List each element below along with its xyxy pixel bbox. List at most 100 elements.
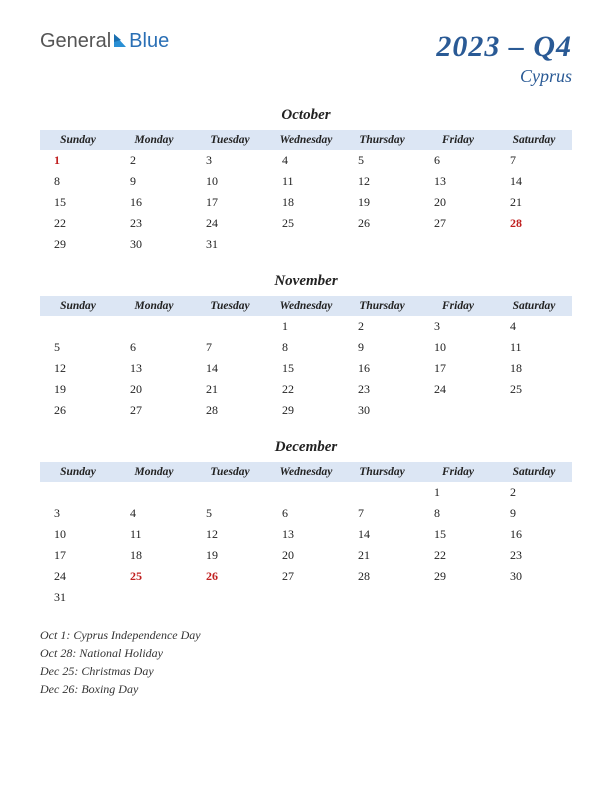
calendar-cell: 21 [496, 192, 572, 213]
calendar-cell: 7 [496, 150, 572, 171]
title-block: 2023 – Q4 Cyprus [436, 30, 572, 87]
calendar-cell: 24 [192, 213, 268, 234]
day-header: Sunday [40, 130, 116, 150]
day-header: Thursday [344, 296, 420, 316]
calendar-cell: 11 [496, 337, 572, 358]
day-header: Sunday [40, 462, 116, 482]
calendar-cell: 25 [496, 379, 572, 400]
calendar-cell: 28 [192, 400, 268, 421]
calendar-cell: 4 [116, 503, 192, 524]
calendar-cell: 22 [40, 213, 116, 234]
month-block: DecemberSundayMondayTuesdayWednesdayThur… [40, 439, 572, 608]
calendar-cell: 3 [40, 503, 116, 524]
calendar-cell: 2 [496, 482, 572, 503]
calendar-row: 24252627282930 [40, 566, 572, 587]
calendars-container: OctoberSundayMondayTuesdayWednesdayThurs… [40, 107, 572, 608]
calendar-cell: 29 [40, 234, 116, 255]
calendar-cell: 6 [420, 150, 496, 171]
calendar-cell: 10 [192, 171, 268, 192]
calendar-cell: 10 [40, 524, 116, 545]
calendar-cell: 9 [344, 337, 420, 358]
calendar-cell: 14 [344, 524, 420, 545]
calendar-cell [268, 234, 344, 255]
calendar-cell [496, 234, 572, 255]
calendar-cell: 17 [420, 358, 496, 379]
calendar-cell: 10 [420, 337, 496, 358]
calendar-cell: 21 [192, 379, 268, 400]
calendar-cell: 20 [268, 545, 344, 566]
holiday-entry: Oct 1: Cyprus Independence Day [40, 626, 572, 644]
calendar-cell: 1 [40, 150, 116, 171]
month-block: OctoberSundayMondayTuesdayWednesdayThurs… [40, 107, 572, 255]
logo-triangle-icon [113, 30, 129, 53]
calendar-cell [420, 400, 496, 421]
calendar-cell [192, 587, 268, 608]
calendar-cell [40, 482, 116, 503]
calendar-cell: 4 [268, 150, 344, 171]
calendar-cell: 15 [420, 524, 496, 545]
calendar-row: 10111213141516 [40, 524, 572, 545]
calendar-cell: 9 [496, 503, 572, 524]
calendar-cell: 18 [268, 192, 344, 213]
calendar-cell: 15 [40, 192, 116, 213]
calendar-cell: 20 [420, 192, 496, 213]
calendar-cell: 8 [420, 503, 496, 524]
calendar-row: 2627282930 [40, 400, 572, 421]
calendar-cell: 26 [344, 213, 420, 234]
calendar-cell: 6 [268, 503, 344, 524]
brand-text-2: Blue [129, 30, 169, 53]
main-title: 2023 – Q4 [436, 30, 572, 64]
calendar-cell: 1 [268, 316, 344, 337]
calendar-cell: 3 [420, 316, 496, 337]
calendar-cell: 12 [192, 524, 268, 545]
day-header: Thursday [344, 130, 420, 150]
calendar-cell: 18 [116, 545, 192, 566]
calendar-cell [40, 316, 116, 337]
calendar-cell: 13 [116, 358, 192, 379]
calendar-cell: 26 [40, 400, 116, 421]
calendar-cell [496, 587, 572, 608]
calendar-cell: 25 [268, 213, 344, 234]
calendar-cell: 18 [496, 358, 572, 379]
day-header: Friday [420, 130, 496, 150]
calendar-cell [192, 316, 268, 337]
calendar-cell: 5 [40, 337, 116, 358]
calendar-cell: 2 [344, 316, 420, 337]
calendar-cell [344, 587, 420, 608]
calendar-row: 15161718192021 [40, 192, 572, 213]
calendar-cell [268, 587, 344, 608]
holiday-entry: Oct 28: National Holiday [40, 644, 572, 662]
day-header: Friday [420, 296, 496, 316]
calendar-cell: 14 [496, 171, 572, 192]
calendar-cell: 17 [192, 192, 268, 213]
calendar-cell: 24 [420, 379, 496, 400]
calendar-cell: 1 [420, 482, 496, 503]
brand-logo: General Blue [40, 30, 169, 53]
calendar-cell: 21 [344, 545, 420, 566]
calendar-cell [344, 482, 420, 503]
calendar-row: 12131415161718 [40, 358, 572, 379]
calendar-row: 3456789 [40, 503, 572, 524]
month-name: December [40, 439, 572, 456]
calendar-cell: 17 [40, 545, 116, 566]
calendar-cell: 23 [496, 545, 572, 566]
calendar-cell: 25 [116, 566, 192, 587]
calendar-cell: 23 [116, 213, 192, 234]
day-header: Saturday [496, 462, 572, 482]
calendar-cell: 23 [344, 379, 420, 400]
calendar-row: 19202122232425 [40, 379, 572, 400]
day-header: Tuesday [192, 130, 268, 150]
calendar-cell [420, 587, 496, 608]
calendar-row: 1234 [40, 316, 572, 337]
calendar-cell [116, 482, 192, 503]
calendar-row: 17181920212223 [40, 545, 572, 566]
calendar-cell: 5 [192, 503, 268, 524]
day-header: Tuesday [192, 462, 268, 482]
calendar-cell: 5 [344, 150, 420, 171]
calendar-cell: 11 [116, 524, 192, 545]
calendar-cell [496, 400, 572, 421]
calendar-cell [268, 482, 344, 503]
calendar-cell: 19 [344, 192, 420, 213]
calendar-table: SundayMondayTuesdayWednesdayThursdayFrid… [40, 296, 572, 421]
calendar-cell: 28 [496, 213, 572, 234]
